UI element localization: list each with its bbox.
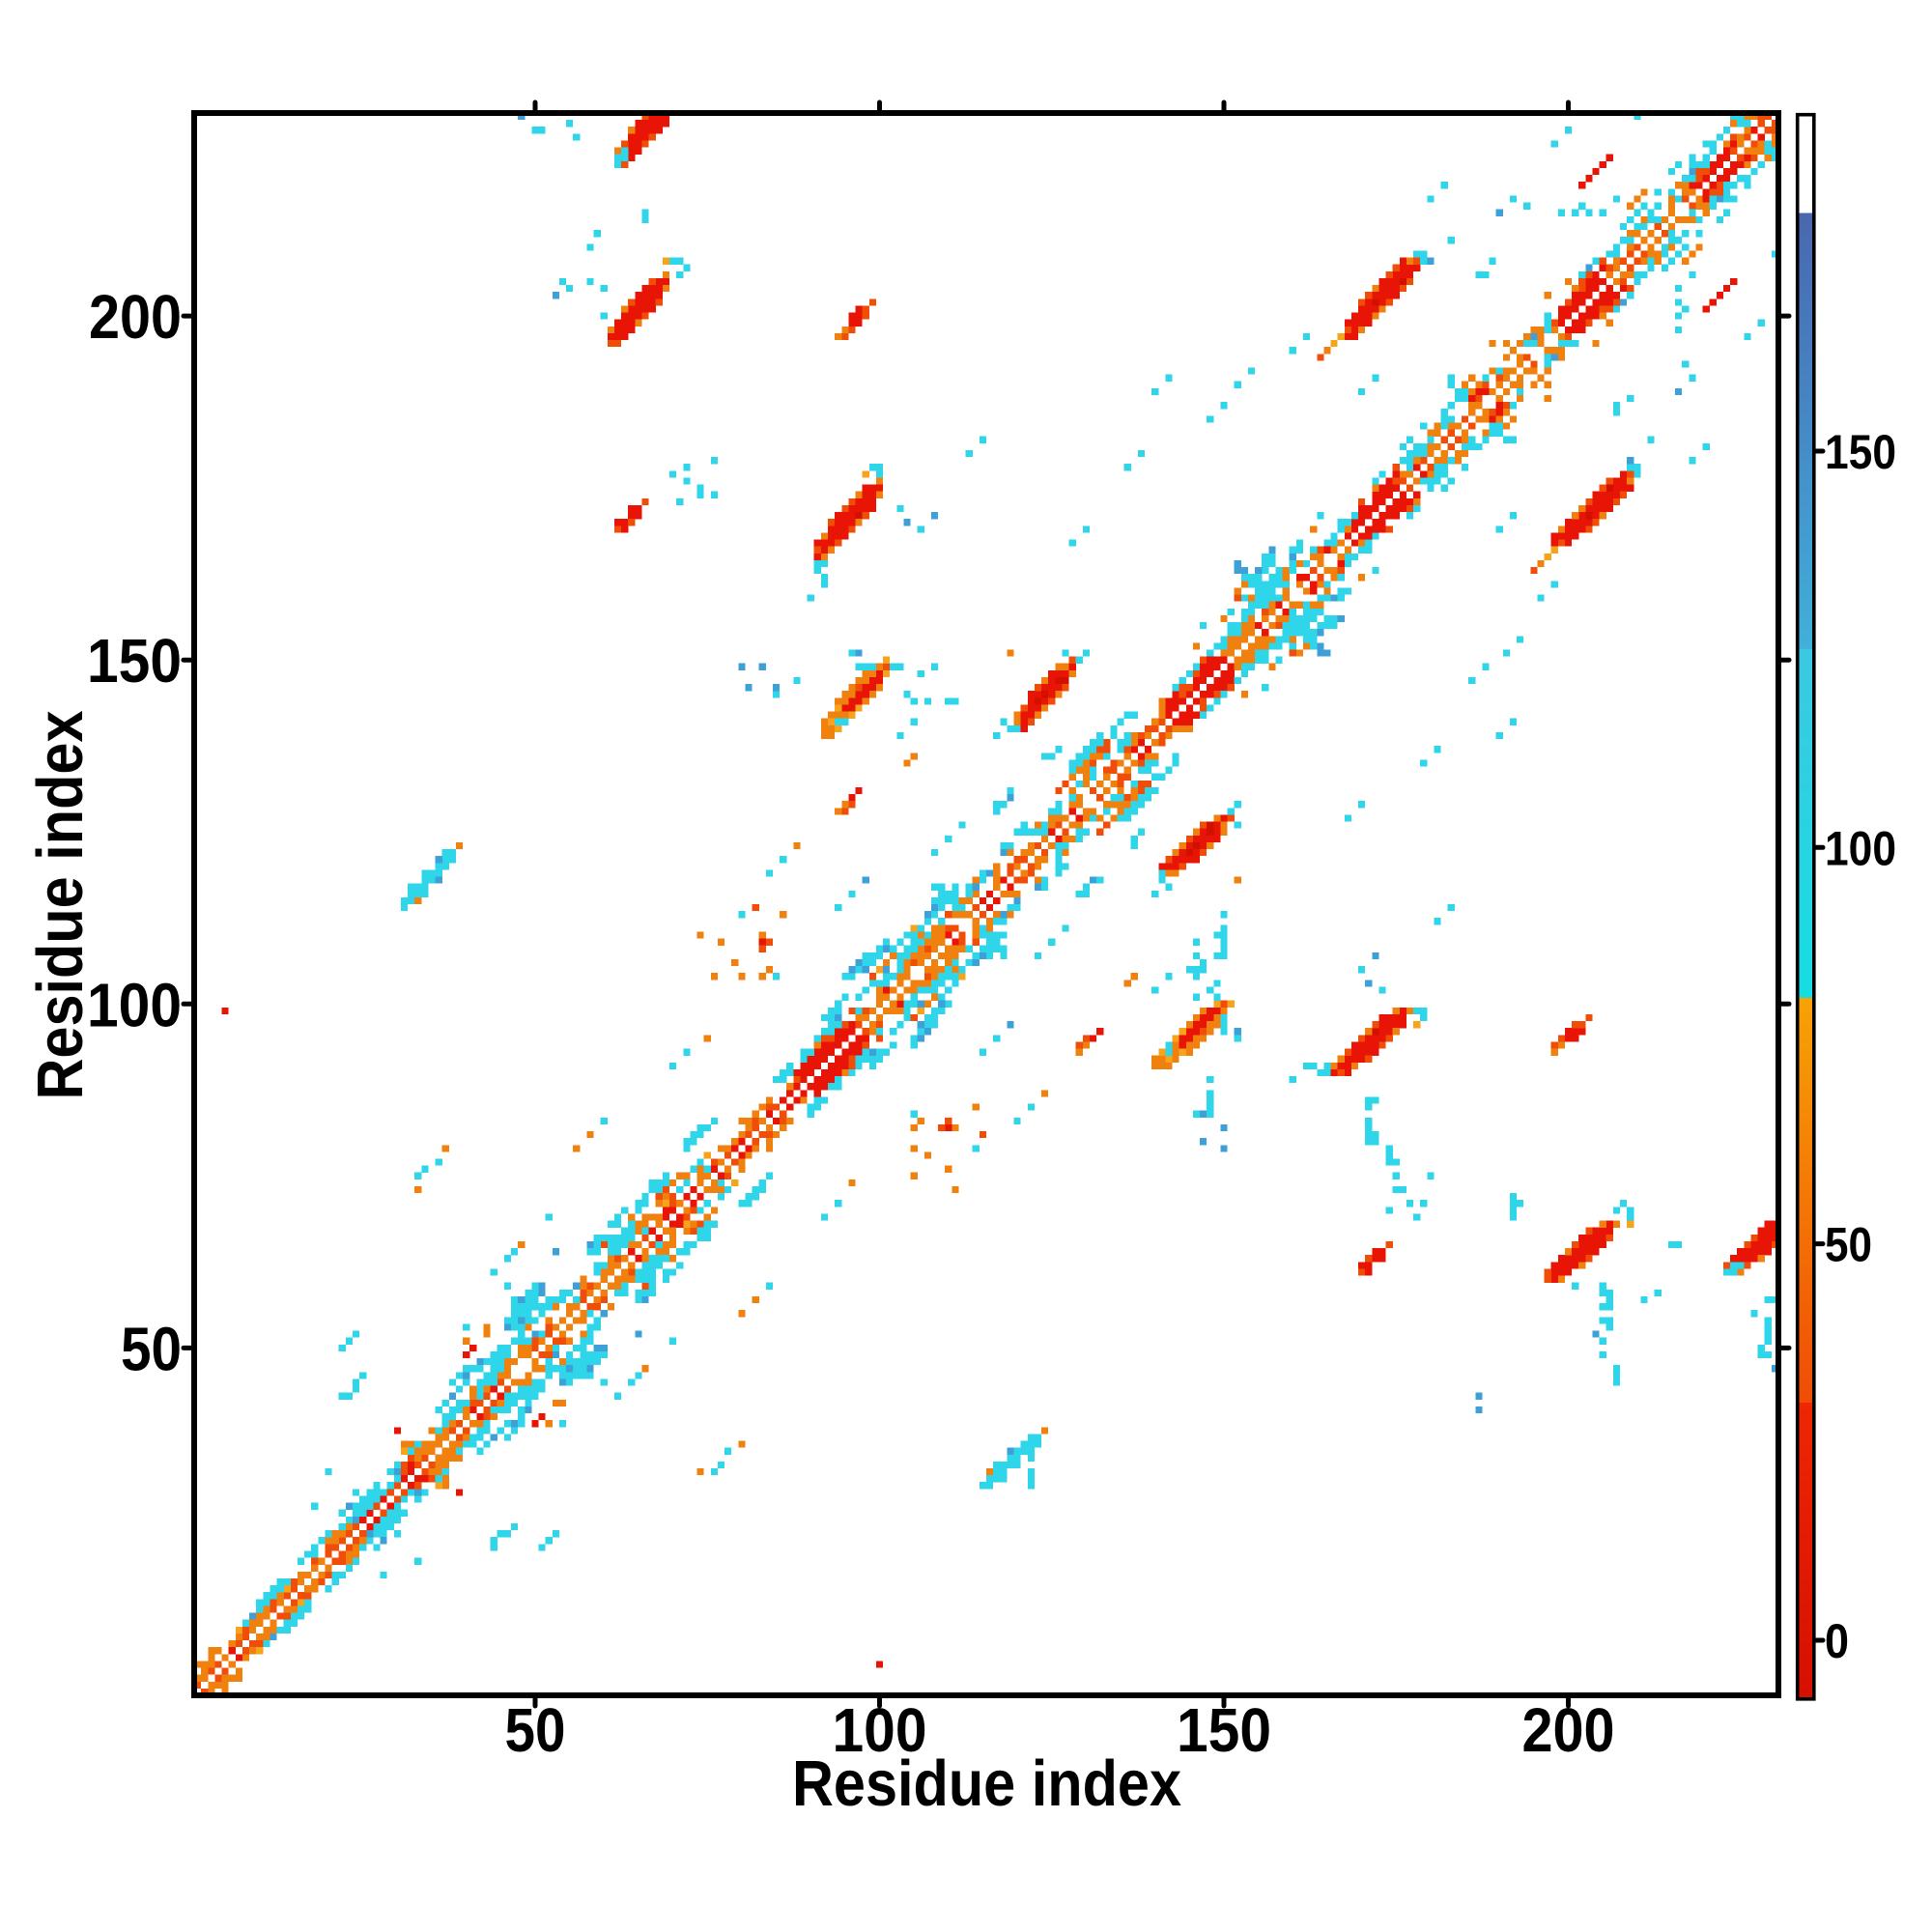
svg-text:Residue index: Residue index xyxy=(792,1747,1181,1820)
svg-text:100: 100 xyxy=(1825,821,1896,875)
svg-text:150: 150 xyxy=(87,626,182,696)
svg-text:0: 0 xyxy=(1825,1614,1849,1668)
svg-text:100: 100 xyxy=(87,970,182,1039)
svg-text:150: 150 xyxy=(1825,425,1896,479)
svg-text:50: 50 xyxy=(1825,1218,1872,1272)
svg-text:200: 200 xyxy=(1522,1695,1615,1765)
svg-text:150: 150 xyxy=(1177,1695,1271,1765)
svg-text:200: 200 xyxy=(89,282,182,352)
svg-text:Residue index: Residue index xyxy=(24,711,97,1100)
svg-text:50: 50 xyxy=(121,1314,182,1383)
svg-text:50: 50 xyxy=(505,1695,566,1765)
svg-text:100: 100 xyxy=(833,1695,927,1765)
